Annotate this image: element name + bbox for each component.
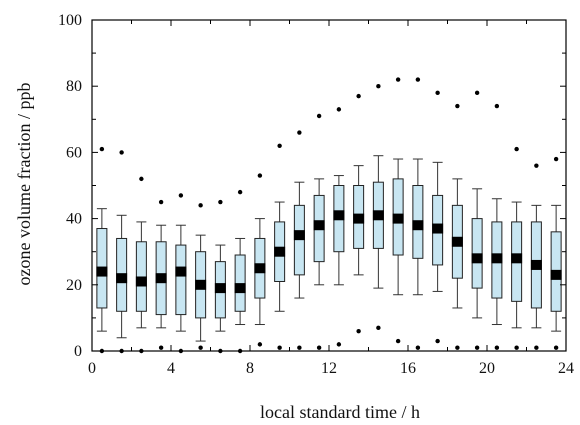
outlier-point-low bbox=[534, 345, 539, 350]
outlier-point-low bbox=[415, 345, 421, 350]
median-marker bbox=[175, 266, 187, 277]
median-marker bbox=[195, 279, 207, 290]
outlier-point-high bbox=[553, 156, 559, 162]
median-marker bbox=[412, 220, 424, 231]
y-tick-label: 100 bbox=[58, 12, 82, 29]
x-axis-title: local standard time / h bbox=[260, 402, 420, 422]
outlier-point-low bbox=[514, 345, 519, 350]
outlier-point-high bbox=[494, 103, 500, 109]
median-marker bbox=[214, 283, 226, 294]
median-marker bbox=[372, 210, 384, 221]
median-marker bbox=[333, 210, 345, 221]
outlier-point-high bbox=[316, 113, 322, 119]
outlier-point-high bbox=[514, 146, 519, 152]
outlier-point-low bbox=[198, 345, 203, 350]
outlier-point-low bbox=[395, 338, 401, 344]
outlier-point-high bbox=[158, 199, 164, 205]
y-tick-label: 60 bbox=[66, 144, 82, 161]
outlier-point-high bbox=[218, 199, 223, 205]
median-marker bbox=[550, 269, 562, 280]
outlier-point-high bbox=[99, 146, 105, 152]
median-marker bbox=[293, 230, 305, 241]
x-tick-label: 24 bbox=[558, 360, 574, 377]
outlier-point-high bbox=[178, 193, 184, 198]
outlier-point-high bbox=[297, 130, 302, 135]
median-marker bbox=[116, 273, 128, 284]
y-tick-label: 0 bbox=[74, 343, 82, 360]
outlier-point-high bbox=[395, 77, 401, 82]
plot-area bbox=[96, 77, 562, 354]
y-axis-title: ozone volume fraction / ppb bbox=[14, 83, 34, 286]
box-iqr bbox=[175, 244, 187, 316]
median-marker bbox=[274, 246, 286, 257]
median-marker bbox=[471, 253, 483, 264]
outlier-point-high bbox=[376, 84, 381, 89]
outlier-point-high bbox=[474, 90, 480, 96]
outlier-point-low bbox=[336, 342, 342, 347]
outlier-point-low bbox=[376, 325, 381, 331]
median-marker bbox=[155, 273, 167, 284]
outlier-point-high bbox=[415, 77, 421, 82]
outlier-point-low bbox=[158, 345, 164, 350]
outlier-point-high bbox=[257, 173, 263, 178]
median-marker bbox=[135, 276, 147, 287]
outlier-point-low bbox=[435, 338, 440, 344]
outlier-point-low bbox=[316, 345, 322, 350]
outlier-point-low bbox=[277, 345, 282, 350]
outlier-point-low bbox=[297, 345, 302, 350]
outlier-point-high bbox=[534, 163, 539, 168]
outlier-point-low bbox=[257, 342, 263, 347]
outlier-point-high bbox=[198, 203, 203, 208]
median-marker bbox=[392, 213, 404, 224]
median-marker bbox=[96, 266, 108, 277]
outlier-point-high bbox=[139, 176, 144, 182]
outlier-point-low bbox=[356, 328, 361, 334]
median-marker bbox=[313, 220, 325, 231]
x-tick-label: 12 bbox=[321, 360, 337, 377]
median-marker bbox=[353, 213, 365, 224]
median-marker bbox=[451, 236, 463, 247]
outlier-point-high bbox=[455, 103, 460, 109]
outlier-point-low bbox=[474, 345, 480, 350]
median-marker bbox=[530, 259, 542, 270]
outlier-point-high bbox=[336, 107, 342, 112]
outlier-point-high bbox=[435, 90, 440, 96]
median-marker bbox=[234, 283, 246, 294]
outlier-point-low bbox=[553, 345, 559, 350]
x-tick-label: 0 bbox=[88, 360, 96, 377]
outlier-point-high bbox=[356, 93, 361, 99]
median-marker bbox=[432, 223, 444, 234]
x-tick-label: 8 bbox=[246, 360, 254, 377]
y-tick-label: 80 bbox=[66, 78, 82, 95]
outlier-point-high bbox=[119, 150, 124, 155]
x-tick-label: 20 bbox=[479, 360, 495, 377]
outlier-point-high bbox=[237, 189, 243, 195]
x-tick-label: 4 bbox=[167, 360, 175, 377]
outlier-point-high bbox=[277, 143, 282, 148]
median-marker bbox=[254, 263, 266, 274]
y-tick-label: 20 bbox=[66, 277, 82, 294]
outlier-point-low bbox=[494, 345, 500, 350]
y-tick-label: 40 bbox=[66, 211, 82, 228]
outlier-point-low bbox=[455, 345, 460, 350]
median-marker bbox=[491, 253, 503, 264]
x-tick-label: 16 bbox=[400, 360, 416, 377]
axis-ticks: 0 4 8 12 16 20 24 0 20 40 60 80 100 bbox=[58, 12, 574, 377]
median-marker bbox=[511, 253, 523, 264]
